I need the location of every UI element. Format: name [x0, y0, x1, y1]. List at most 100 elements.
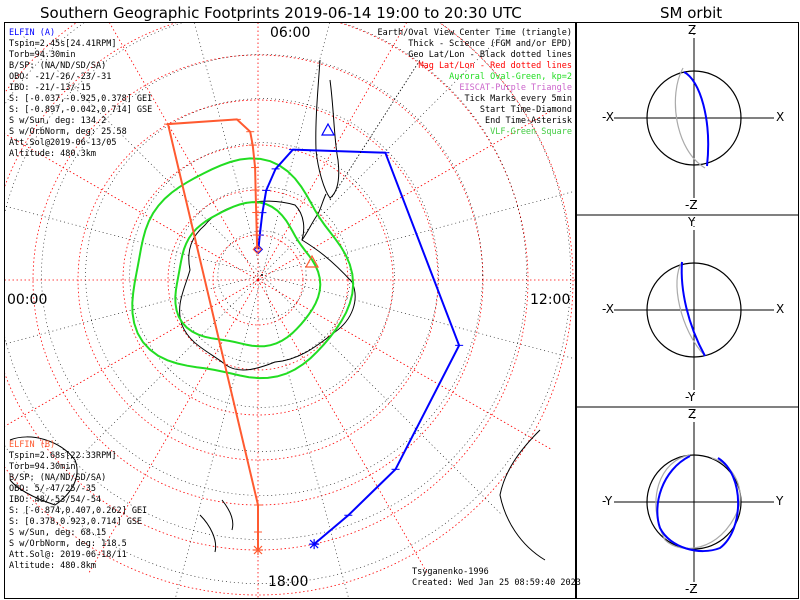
orbit-axis-label: -X [602, 110, 614, 124]
elfin-a-line-10: Altitude: 480.3km [9, 149, 96, 159]
legend-item: Start Time-Diamond [479, 105, 572, 115]
geo-lat-circle [129, 142, 395, 408]
elfin-b-line-2: B/SP: (NA/ND/SD/SA) [9, 473, 107, 483]
orbit-track-a [680, 261, 706, 357]
elfin-a-info: ELFIN (A) Tspin=2.45s[24.41RPM] Torb=94.3… [9, 28, 152, 160]
geo-lon-line [261, 23, 330, 276]
mlt-label-right: 12:00 [530, 292, 571, 308]
orbit-axis-label: Z [688, 23, 697, 37]
mag-lon-line [5, 279, 259, 427]
elfin-a-name: ELFIN (A) [9, 28, 56, 38]
elfin-a-line-8: S w/OrbNorm, deg: 25.58 [9, 127, 127, 137]
elfin-b-line-1: Torb=94.30min [9, 462, 76, 472]
geo-lon-line [194, 23, 263, 276]
mag-lat-circle [5, 23, 574, 596]
elfin-b-line-10: Altitude: 480.8km [9, 561, 96, 571]
orbit-axis-label: Y [688, 215, 696, 229]
view-center-triangle [320, 122, 336, 136]
elfin-b-info: ELFIN (B) Tspin=2.68s[22.33RPM] Torb=94.3… [9, 440, 147, 572]
antarctica-outline [179, 200, 356, 371]
elfin-b-line-0: Tspin=2.68s[22.33RPM] [9, 451, 117, 461]
polar-map [5, 23, 575, 598]
orbit-axis-label: Y [776, 494, 784, 508]
mag-lat-circle [5, 23, 529, 551]
legend-item: Thick - Science (FGM and/or EPD) [408, 39, 572, 49]
elfin-b-line-7: S w/Sun, deg: 68.15 [9, 528, 107, 538]
geo-lon-line [261, 34, 503, 276]
orbit-axis-label: X [776, 302, 785, 316]
geo-lat-circle [173, 186, 351, 364]
orbit-track-b [674, 67, 706, 169]
elfin-b-line-8: S w/OrbNorm, deg: 118.5 [9, 539, 127, 549]
orbit-axis-label: -X [602, 302, 614, 316]
legend-item: Earth/Oval View Center Time (triangle) [377, 28, 572, 38]
elfin-a-line-9: Att.Sol@2019-06-13/05 [9, 138, 117, 148]
elfin-a-line-7: S w/Sun, deg: 134.2 [9, 116, 107, 126]
geo-lat-circle [85, 98, 439, 452]
track-elfin-b [166, 118, 259, 550]
geo-lon-line [5, 274, 263, 345]
legend-item: End Time-Asterisk [485, 116, 572, 126]
orbit-track-b [676, 261, 706, 357]
elfin-a-line-0: Tspin=2.45s[24.41RPM] [9, 39, 117, 49]
africa-outline [499, 429, 546, 561]
model-label: Tsyganenko-1996 [412, 567, 489, 577]
earth-circle [646, 70, 742, 166]
orbit-axis-label: -Z [685, 198, 698, 212]
end-asterisk [253, 545, 263, 555]
elfin-b-line-4: IBO: 48/-53/54/-54 [9, 495, 102, 505]
elfin-b-line-3: OBO: 5/-47/25/-35 [9, 484, 96, 494]
geo-lat-circle [217, 230, 307, 320]
elfin-a-line-5: S: [-0.037,-0.925,0.378] GEI [9, 94, 153, 104]
geo-lon-line [261, 190, 575, 276]
legend-item: Tick Marks every 5min [464, 94, 572, 104]
orbit-frame [576, 22, 799, 599]
mag-lon-line [257, 279, 429, 575]
orbit-track-a [683, 71, 710, 167]
orbit-track-b [655, 454, 741, 550]
elfin-b-line-5: S: [-0.874,0.407,0.262] GEI [9, 506, 148, 516]
elfin-a-line-3: OBO: -21/-26/-23/-31 [9, 72, 112, 82]
elfin-a-line-2: B/SP: (NA/ND/SD/SA) [9, 61, 107, 71]
elfin-a-line-1: Torb=94.30min [9, 50, 76, 60]
geo-lat-circle [5, 23, 527, 540]
legend-item: Auroral Oval-Green, kp=2 [449, 72, 572, 82]
legend-item: Mag Lat/Lon - Red dotted lines [418, 61, 572, 71]
orbit-track-a [656, 455, 740, 553]
geo-lon-line [21, 34, 263, 276]
elfin-a-line-6: S: [-0.897,-0.042,0.714] GSE [9, 105, 153, 115]
legend-item: EISCAT-Purple Triangle [459, 83, 572, 93]
orbit-axis-label: -Y [685, 390, 696, 404]
geo-lat-circle [41, 54, 483, 496]
elfin-b-name: ELFIN (B) [9, 440, 56, 450]
legend-item: Geo Lat/Lon - Black dotted lines [408, 50, 572, 60]
auroral-oval-outer [131, 157, 355, 380]
geo-lon-line [261, 274, 349, 598]
mag-lon-line [257, 279, 553, 451]
created-label: Created: Wed Jan 25 08:59:40 2023 [412, 578, 581, 588]
orbit-axis-label: -Z [685, 582, 698, 596]
mag-lon-line [5, 133, 259, 281]
track-elfin-a [257, 148, 461, 545]
orbit-axis-label: X [776, 110, 785, 124]
mlt-label-bottom: 18:00 [268, 574, 309, 590]
australia-outline [9, 436, 78, 506]
mlt-label-top: 06:00 [270, 25, 311, 41]
geo-lon-line [5, 205, 263, 276]
chart-title: Southern Geographic Footprints 2019-06-1… [40, 4, 522, 22]
geo-lon-line [175, 274, 263, 598]
view-center-triangle [304, 254, 320, 268]
new-zealand-outline [199, 499, 234, 553]
peninsula-outline [301, 193, 327, 241]
orbit-title: SM orbit [660, 4, 723, 22]
orbit-axis-label: -Y [602, 494, 613, 508]
start-diamond [252, 244, 262, 255]
orbit-axis-label: Z [688, 407, 697, 421]
mag-lon-line [87, 279, 259, 575]
elfin-b-line-9: Att.Sol@: 2019-06-18/11 [9, 550, 127, 560]
geo-lat-circle [5, 23, 571, 584]
legend-item: VLF-Green Square [490, 127, 572, 137]
geo-lon-line [261, 274, 503, 516]
